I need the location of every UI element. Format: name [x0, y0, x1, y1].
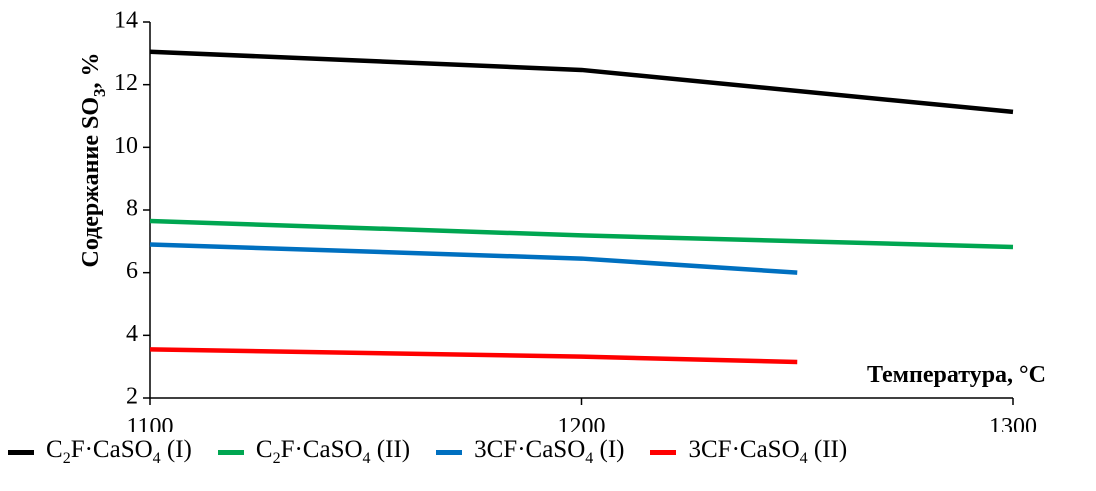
legend-label: C2F·CaSO4 (I) — [46, 436, 192, 467]
legend-item: C2F·CaSO4 (II) — [217, 436, 411, 468]
series-line — [149, 218, 1014, 250]
x-axis-title: Температура, °С — [867, 362, 1046, 388]
legend-item: 3CF·CaSO4 (II) — [650, 436, 847, 468]
series-line — [149, 242, 798, 275]
legend-item: 3CF·CaSO4 (I) — [436, 436, 624, 468]
y-tick-label: 8 — [126, 196, 138, 222]
y-tick-label: 6 — [126, 258, 138, 284]
y-tick-label: 10 — [114, 133, 138, 159]
x-tick-label: 1100 — [126, 414, 173, 432]
y-axis-ticks: 2 4 6 8 10 12 14 — [114, 8, 150, 410]
legend-label: 3CF·CaSO4 (I) — [474, 436, 625, 467]
legend-label: C2F·CaSO4 (II) — [255, 436, 411, 467]
y-tick-label: 14 — [114, 8, 138, 34]
line-chart: 2 4 6 8 10 12 14 1100 1200 1300 Содержание SO3, … — [78, 8, 1047, 433]
legend-item: C2F·CaSO4 (I) — [8, 436, 192, 468]
legend-swatch — [8, 449, 34, 455]
series-line — [149, 347, 798, 365]
series-line — [149, 49, 1014, 115]
legend-swatch — [436, 449, 463, 455]
y-axis-title: Содержание SO3, % — [78, 52, 110, 267]
x-tick-label: 1300 — [989, 414, 1037, 432]
series-lines — [149, 49, 1014, 365]
legend-label: 3CF·CaSO4 (II) — [688, 436, 848, 467]
y-tick-label: 2 — [126, 384, 138, 410]
legend-swatch — [650, 449, 677, 455]
y-tick-label: 12 — [114, 70, 138, 96]
legend: C2F·CaSO4 (I) C2F·CaSO4 (II) 3CF·CaSO4 (I)… — [8, 432, 847, 472]
x-tick-label: 1200 — [558, 414, 606, 432]
x-axis-ticks: 1100 1200 1300 — [126, 398, 1037, 432]
y-tick-label: 4 — [126, 321, 138, 347]
legend-swatch — [217, 449, 244, 455]
